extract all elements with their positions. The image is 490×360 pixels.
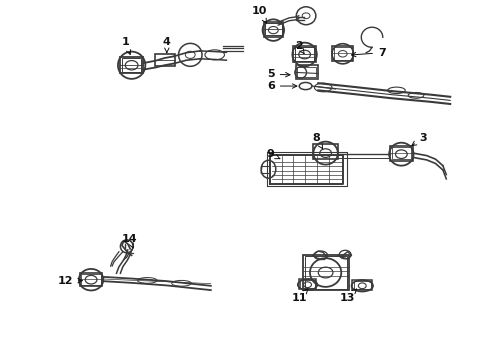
Text: 5: 5 (267, 69, 290, 79)
Bar (390, 145, 413, 161)
Bar (296, 65, 318, 78)
Text: 1: 1 (122, 37, 131, 54)
Text: 6: 6 (267, 81, 297, 91)
Text: 13: 13 (340, 289, 357, 303)
Bar (265, 23, 282, 36)
Text: 4: 4 (163, 37, 171, 53)
Bar (354, 281, 370, 289)
Text: 10: 10 (252, 6, 268, 23)
Bar (352, 280, 372, 291)
Bar (122, 58, 142, 72)
Bar (303, 255, 349, 291)
Bar (392, 147, 411, 159)
Text: 14: 14 (122, 234, 137, 248)
Text: 3: 3 (412, 133, 427, 145)
Bar (155, 54, 175, 66)
Bar (305, 256, 347, 289)
Bar (314, 144, 338, 159)
Bar (300, 280, 315, 288)
Text: 2: 2 (295, 41, 304, 54)
Bar (295, 47, 315, 61)
Bar (264, 22, 283, 37)
Bar (334, 47, 351, 59)
Bar (299, 279, 317, 289)
Bar (120, 57, 144, 73)
Text: 7: 7 (351, 48, 386, 58)
Text: 11: 11 (292, 289, 308, 303)
Bar (293, 46, 317, 62)
Text: 9: 9 (267, 149, 280, 159)
Text: 8: 8 (312, 133, 322, 149)
Bar (81, 274, 101, 285)
Text: 12: 12 (58, 276, 82, 286)
Bar (297, 67, 316, 77)
Bar (80, 273, 102, 286)
Bar (332, 46, 353, 61)
